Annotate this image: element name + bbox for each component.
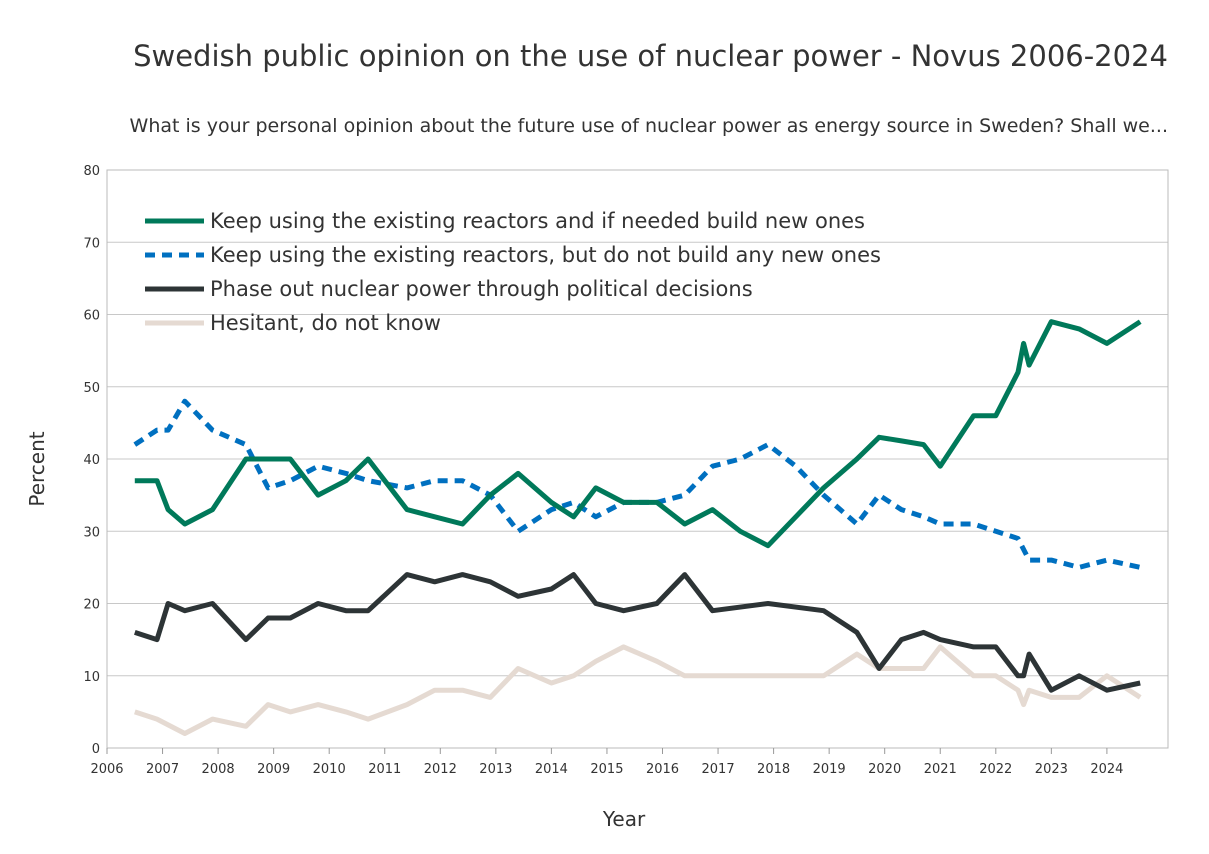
y-tick-label: 40 <box>83 453 100 468</box>
x-tick-label: 2007 <box>146 762 179 777</box>
x-tick-label: 2017 <box>702 762 735 777</box>
legend-label-4: Hesitant, do not know <box>210 311 441 335</box>
legend: Keep using the existing reactors and if … <box>145 209 881 335</box>
x-tick-label: 2011 <box>368 762 401 777</box>
x-tick-label: 2008 <box>202 762 235 777</box>
y-tick-label: 10 <box>83 670 100 685</box>
x-tick-label: 2012 <box>424 762 457 777</box>
x-tick-label: 2022 <box>979 762 1012 777</box>
y-axis-ticks: 0 10 20 30 40 50 60 70 80 <box>83 164 100 757</box>
legend-label-3: Phase out nuclear power through politica… <box>210 277 753 301</box>
y-tick-label: 20 <box>83 598 100 613</box>
legend-label-2: Keep using the existing reactors, but do… <box>210 243 881 267</box>
x-tick-label: 2016 <box>646 762 679 777</box>
x-tick-label: 2020 <box>868 762 901 777</box>
x-tick-label: 2024 <box>1090 762 1123 777</box>
x-tick-label: 2023 <box>1035 762 1068 777</box>
y-tick-label: 60 <box>83 309 100 324</box>
y-tick-label: 80 <box>83 164 100 179</box>
x-tick-label: 2019 <box>813 762 846 777</box>
x-tick-label: 2009 <box>257 762 290 777</box>
x-axis-ticks: 2006 2007 2008 2009 2010 2011 2012 2013 2014 2015… <box>90 748 1123 777</box>
plot-area <box>106 169 1169 749</box>
y-tick-label: 70 <box>83 236 100 251</box>
series-line-4 <box>134 644 1142 736</box>
series-lines <box>133 319 1142 736</box>
legend-label-1: Keep using the existing reactors and if … <box>210 209 865 233</box>
x-tick-label: 2006 <box>90 762 123 777</box>
series-line-3 <box>134 572 1141 693</box>
y-axis-label: Percent <box>25 431 49 506</box>
x-tick-label: 2015 <box>590 762 623 777</box>
series-line-1 <box>134 319 1142 549</box>
x-tick-label: 2021 <box>924 762 957 777</box>
x-axis-label: Year <box>602 807 646 831</box>
y-tick-label: 50 <box>83 381 100 396</box>
chart-subtitle: What is your personal opinion about the … <box>130 115 1168 137</box>
chart-title: Swedish public opinion on the use of nuc… <box>133 39 1168 73</box>
x-tick-label: 2014 <box>535 762 568 777</box>
x-tick-label: 2018 <box>757 762 790 777</box>
x-tick-label: 2013 <box>479 762 512 777</box>
series-line-2 <box>133 398 1141 570</box>
y-tick-label: 0 <box>92 742 100 757</box>
x-tick-label: 2010 <box>313 762 346 777</box>
y-tick-label: 30 <box>83 525 100 540</box>
